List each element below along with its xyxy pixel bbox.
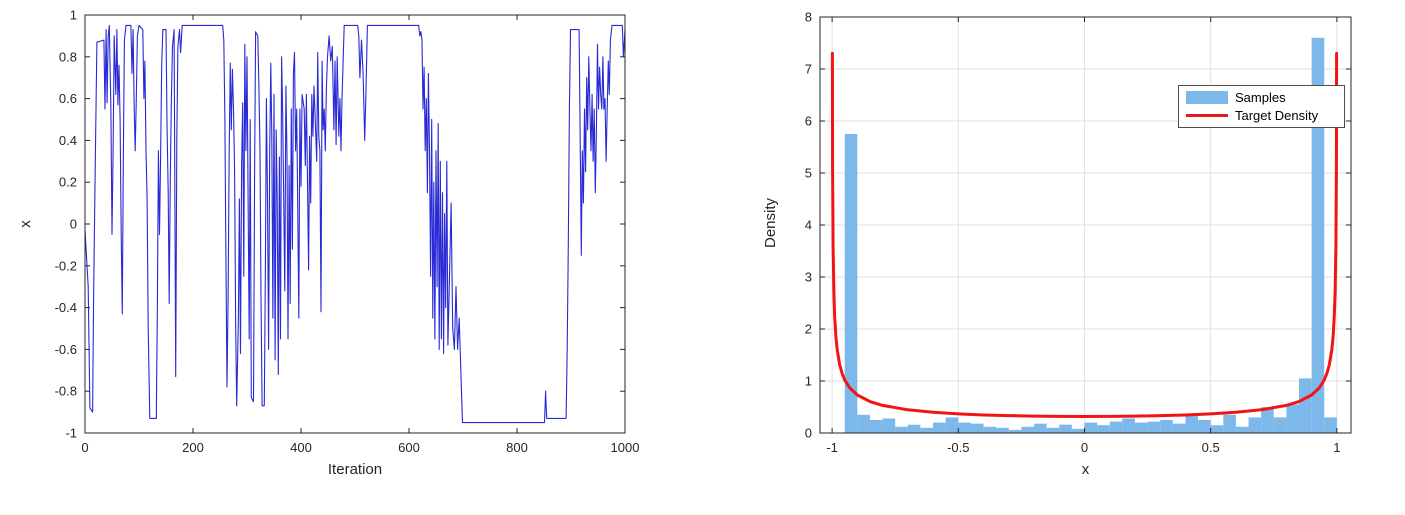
histogram-bar <box>1046 427 1060 433</box>
y-tick-label: -0.4 <box>55 300 77 315</box>
histogram-bar <box>1084 422 1098 433</box>
histogram-bar <box>1299 378 1312 433</box>
x-tick-label: 600 <box>398 440 420 455</box>
y-tick-label: 1 <box>70 8 77 23</box>
y-tick-label: -0.8 <box>55 384 77 399</box>
histogram-bar <box>1235 426 1249 433</box>
histogram-bar <box>1160 420 1173 433</box>
histogram-bar <box>1122 418 1135 433</box>
target-density-swatch-icon <box>1186 114 1228 117</box>
trace-plot-svg: 0 200 400 600 800 1000 -1 -0.8 -0.6 -0.4 -0.2 0 0.2 0… <box>55 8 640 456</box>
histogram-plot: -1 -0.5 0 0.5 1 0 1 2 3 4 5 6 7 8 x Density Samples T… <box>700 0 1405 515</box>
legend-entry-samples: Samples <box>1186 90 1338 105</box>
histogram-bar <box>895 426 908 433</box>
trace-yaxis-label: x <box>17 220 34 228</box>
target-density-curve <box>830 51 1339 418</box>
histogram-bar <box>945 417 959 433</box>
y-tick-label: 8 <box>805 10 812 25</box>
histogram-plot-svg: -1 -0.5 0 0.5 1 0 1 2 3 4 5 6 7 8 <box>805 10 1352 455</box>
y-tick-label: 6 <box>805 114 812 129</box>
y-tick-label: 0.2 <box>59 175 77 190</box>
trace-xaxis-label: Iteration <box>327 461 383 478</box>
histogram-bar <box>1008 429 1022 433</box>
hist-xaxis-label: x <box>1081 461 1090 478</box>
histogram-bar <box>1109 421 1123 433</box>
y-tick-label: 0 <box>805 426 812 441</box>
legend-label-samples: Samples <box>1235 90 1286 105</box>
histogram-bar <box>1248 417 1262 433</box>
x-tick-label: 1 <box>1333 440 1340 455</box>
hist-yaxis-label: Density <box>762 197 779 248</box>
histogram-bar <box>983 426 997 433</box>
y-tick-label: 2 <box>805 322 812 337</box>
y-tick-label: 7 <box>805 62 812 77</box>
histogram-bar <box>1261 407 1274 433</box>
y-tick-label: -0.6 <box>55 342 77 357</box>
y-tick-label: -0.2 <box>55 258 77 273</box>
histogram-bar <box>1134 422 1148 433</box>
x-tick-label: 0 <box>81 440 88 455</box>
y-tick-label: 0.8 <box>59 49 77 64</box>
histogram-bar <box>1021 426 1035 433</box>
legend-box: Samples Target Density <box>1178 85 1345 128</box>
histogram-bar <box>1223 414 1236 433</box>
histogram-bar <box>857 414 870 433</box>
x-tick-label: -1 <box>826 440 838 455</box>
histogram-bar <box>970 423 984 433</box>
x-tick-label: 200 <box>182 440 204 455</box>
histogram-bar <box>1185 414 1199 433</box>
y-tick-label: 0 <box>70 217 77 232</box>
x-tick-label: -0.5 <box>947 440 969 455</box>
samples-swatch-icon <box>1186 91 1228 104</box>
histogram-bar <box>1071 428 1085 433</box>
histogram-bar <box>882 418 896 433</box>
histogram-bar <box>1198 420 1211 433</box>
histogram-bar <box>1097 425 1110 433</box>
histogram-bar <box>1059 424 1072 433</box>
histogram-bar <box>920 427 934 433</box>
histogram-bar <box>1324 417 1337 433</box>
histogram-bar <box>996 427 1009 433</box>
x-tick-label: 0.5 <box>1202 440 1220 455</box>
histogram-bar <box>1286 404 1300 433</box>
x-tick-label: 1000 <box>611 440 640 455</box>
legend-label-target-density: Target Density <box>1235 108 1319 123</box>
x-tick-label: 0 <box>1081 440 1088 455</box>
histogram-bar <box>958 422 971 433</box>
histogram-bar <box>1311 37 1325 434</box>
histogram-bar <box>844 134 858 433</box>
y-tick-label: 4 <box>805 218 812 233</box>
y-tick-label: 0.6 <box>59 91 77 106</box>
histogram-bar <box>933 422 946 433</box>
trace-plot: 0 200 400 600 800 1000 -1 -0.8 -0.6 -0.4 -0.2 0 0.2 0… <box>0 0 700 515</box>
histogram-bar <box>907 424 921 433</box>
x-tick-label: 400 <box>290 440 312 455</box>
y-tick-label: 0.4 <box>59 133 77 148</box>
histogram-bar <box>1034 423 1047 433</box>
histogram-bar <box>1273 417 1287 433</box>
y-tick-label: 1 <box>805 374 812 389</box>
histogram-bar <box>869 420 883 433</box>
y-tick-label: 5 <box>805 166 812 181</box>
histogram-bar <box>1172 423 1186 433</box>
x-tick-label: 800 <box>506 440 528 455</box>
trace-line <box>84 24 626 424</box>
y-tick-label: 3 <box>805 270 812 285</box>
histogram-bar <box>1147 421 1161 433</box>
legend-entry-target-density: Target Density <box>1186 108 1338 123</box>
y-tick-label: -1 <box>65 426 77 441</box>
histogram-bar <box>1210 425 1224 433</box>
